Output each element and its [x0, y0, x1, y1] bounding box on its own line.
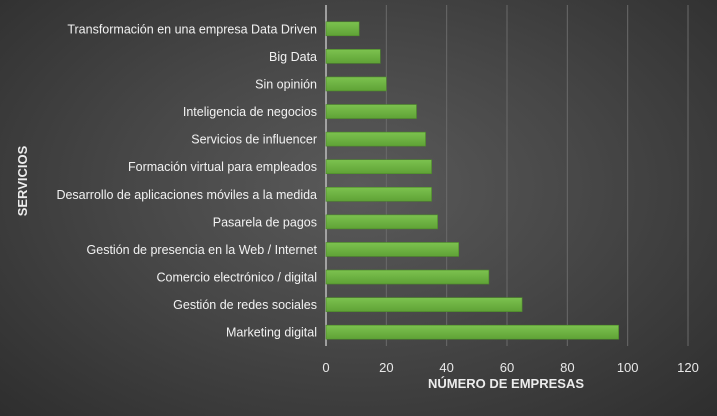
category-label: Big Data — [269, 50, 317, 64]
x-tick-label: 100 — [617, 360, 639, 375]
bar — [325, 214, 438, 230]
category-label: Desarrollo de aplicaciones móviles a la … — [56, 188, 317, 202]
bar — [325, 131, 426, 147]
x-tick-label: 120 — [677, 360, 699, 375]
x-tick-label: 20 — [379, 360, 393, 375]
category-label: Formación virtual para empleados — [128, 160, 317, 174]
category-label: Inteligencia de negocios — [183, 105, 317, 119]
bar — [325, 297, 523, 312]
y-axis-title: SERVICIOS — [15, 145, 30, 216]
category-label: Pasarela de pagos — [213, 215, 317, 229]
bar — [325, 104, 417, 119]
x-tick-label: 40 — [439, 360, 453, 375]
category-label: Marketing digital — [226, 326, 317, 340]
bar — [325, 269, 490, 285]
bar — [325, 324, 619, 340]
x-tick-label: 80 — [560, 360, 574, 375]
category-label: Gestión de presencia en la Web / Interne… — [87, 243, 318, 257]
category-label: Sin opinión — [255, 77, 317, 91]
x-axis-title: NÚMERO DE EMPRESAS — [428, 376, 584, 391]
category-label: Gestión de redes sociales — [173, 298, 317, 312]
x-tick-label: 60 — [500, 360, 514, 375]
bar — [325, 242, 460, 257]
bar — [325, 76, 387, 92]
bar — [325, 49, 381, 64]
category-label: Transformación en una empresa Data Drive… — [67, 22, 317, 36]
category-label: Servicios de influencer — [191, 133, 317, 147]
bar — [325, 186, 432, 202]
bar — [325, 21, 360, 37]
x-tick-label: 0 — [322, 360, 329, 375]
category-label: Comercio electrónico / digital — [157, 271, 318, 285]
bar — [325, 159, 432, 175]
